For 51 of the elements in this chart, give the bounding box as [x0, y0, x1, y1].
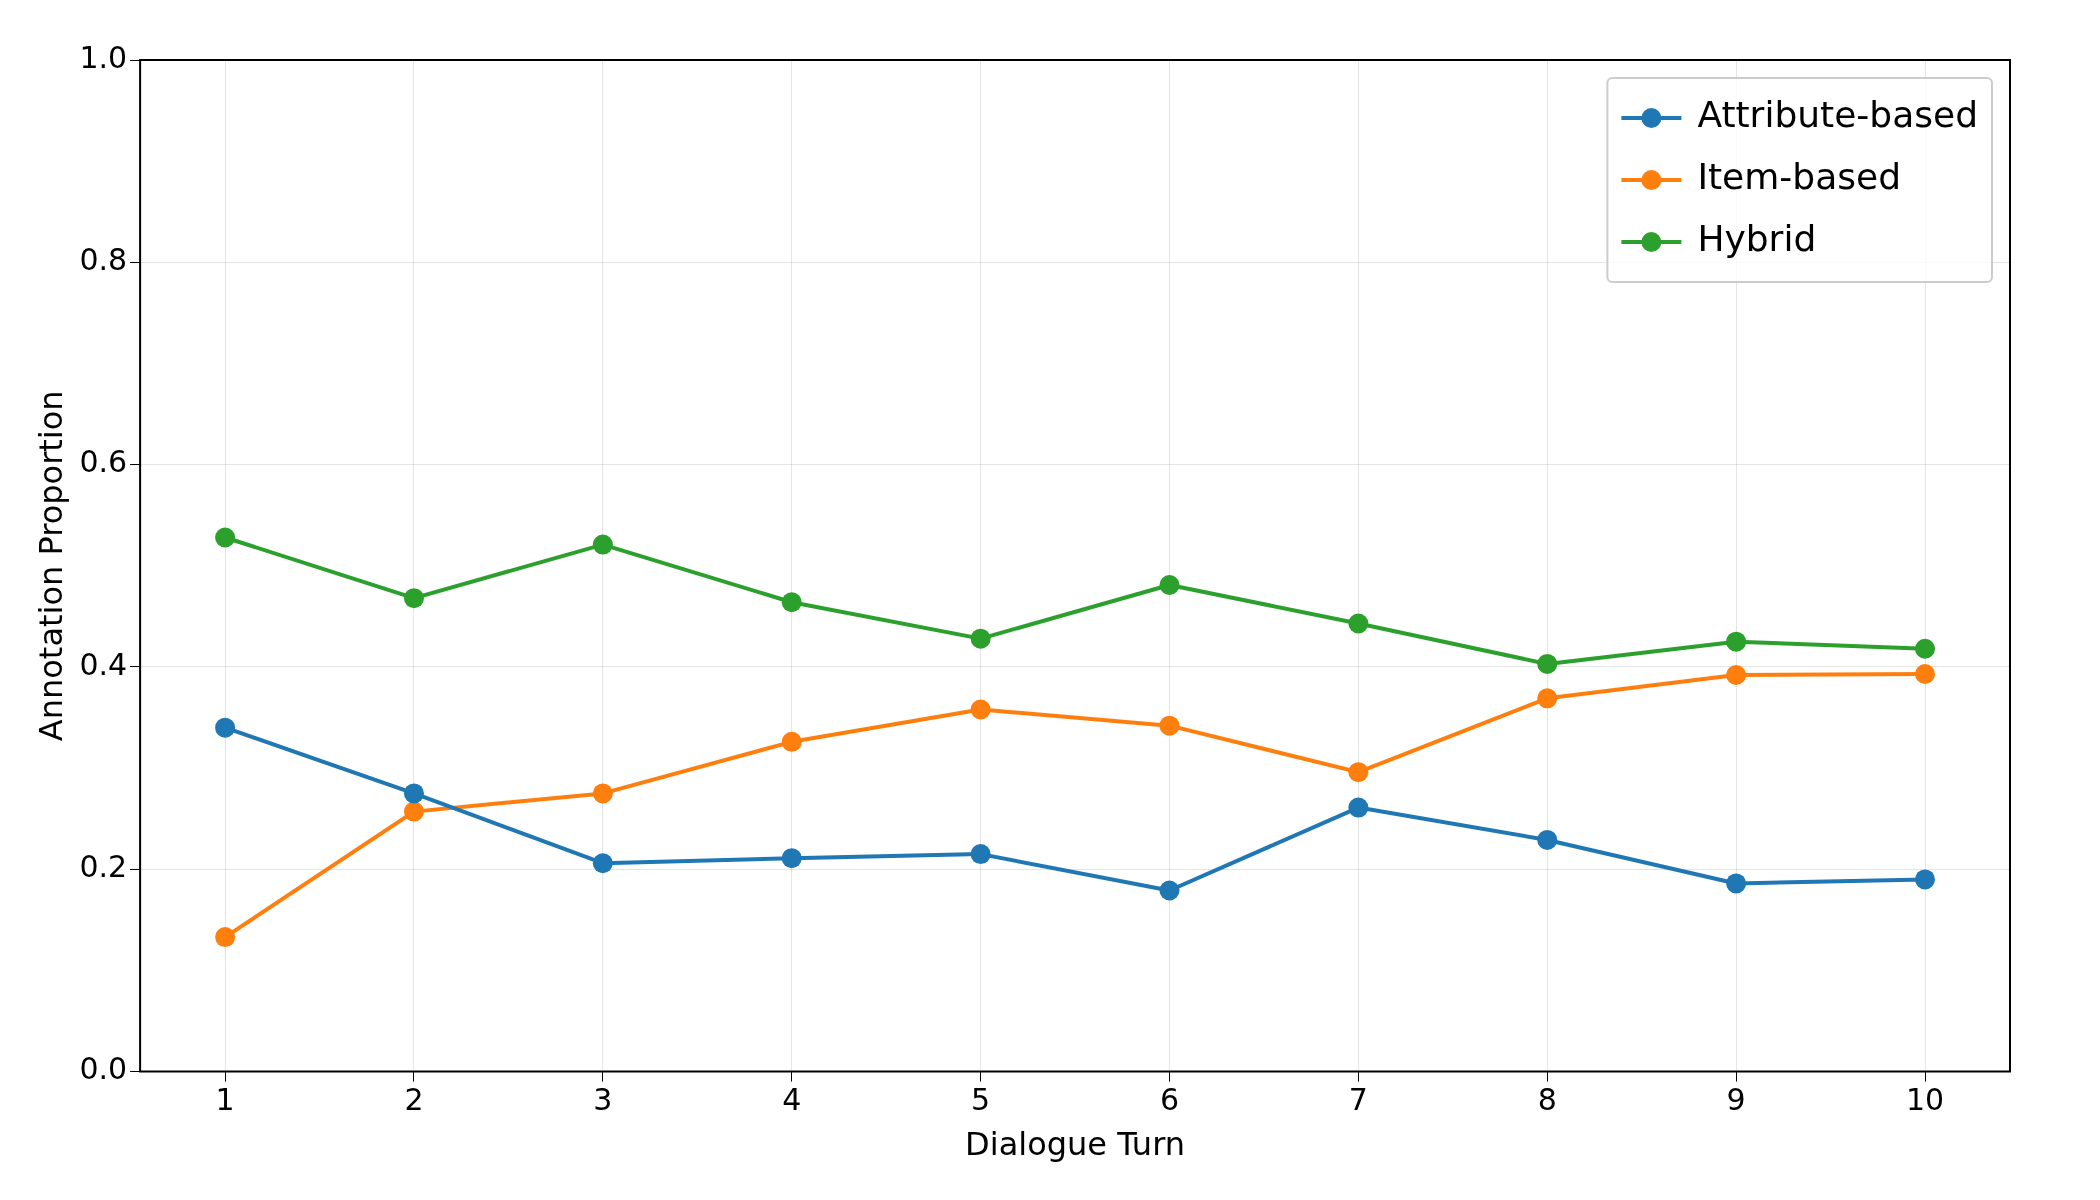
point: [1348, 762, 1369, 783]
point: [1348, 613, 1369, 634]
legend-label: Hybrid: [1697, 218, 1817, 260]
point: [1537, 688, 1558, 709]
legend-label: Item-based: [1697, 156, 1901, 198]
point: [1159, 715, 1180, 736]
x-tick-label: 9: [1726, 1082, 1746, 1118]
x-tick-label: 4: [782, 1082, 802, 1118]
point: [970, 699, 991, 720]
point: [215, 927, 236, 948]
point: [403, 783, 424, 804]
point: [970, 628, 991, 649]
point: [1537, 829, 1558, 850]
x-axis-title: Dialogue Turn: [965, 1125, 1186, 1164]
point: [1726, 665, 1747, 686]
point: [781, 848, 802, 869]
point: [1915, 638, 1936, 659]
point: [592, 534, 613, 555]
point: [1537, 653, 1558, 674]
point: [781, 592, 802, 613]
point: [1726, 873, 1747, 894]
x-tick-label: 6: [1159, 1082, 1180, 1118]
point: [1159, 575, 1180, 596]
x-tick-label: 8: [1537, 1082, 1557, 1118]
y-tick-label: 0.6: [79, 444, 128, 480]
x-tick-label: 1: [215, 1082, 235, 1118]
legend-label: Attribute-based: [1697, 94, 1979, 136]
x-tick-label: 5: [971, 1082, 991, 1118]
point: [970, 844, 991, 865]
y-tick-label: 1.0: [79, 39, 128, 75]
x-tick-label: 2: [404, 1082, 424, 1118]
point: [1726, 631, 1747, 652]
y-axis-title: Annotation Proportion: [31, 390, 70, 742]
point: [592, 853, 613, 874]
point: [215, 717, 236, 738]
point: [592, 783, 613, 804]
point: [403, 588, 424, 609]
y-tick-label: 0.4: [79, 646, 128, 682]
x-tick-label: 3: [593, 1082, 613, 1118]
point: [1915, 869, 1936, 890]
y-tick-label: 0.8: [79, 242, 128, 278]
point: [403, 801, 424, 822]
x-tick-label: 7: [1348, 1082, 1368, 1118]
point: [1915, 664, 1936, 685]
y-tick-label: 0.0: [79, 1051, 128, 1087]
point: [1159, 880, 1180, 901]
point: [215, 527, 236, 548]
point: [1348, 797, 1369, 818]
point: [781, 731, 802, 752]
y-tick-label: 0.2: [79, 849, 128, 885]
x-tick-label: 10: [1905, 1082, 1945, 1118]
